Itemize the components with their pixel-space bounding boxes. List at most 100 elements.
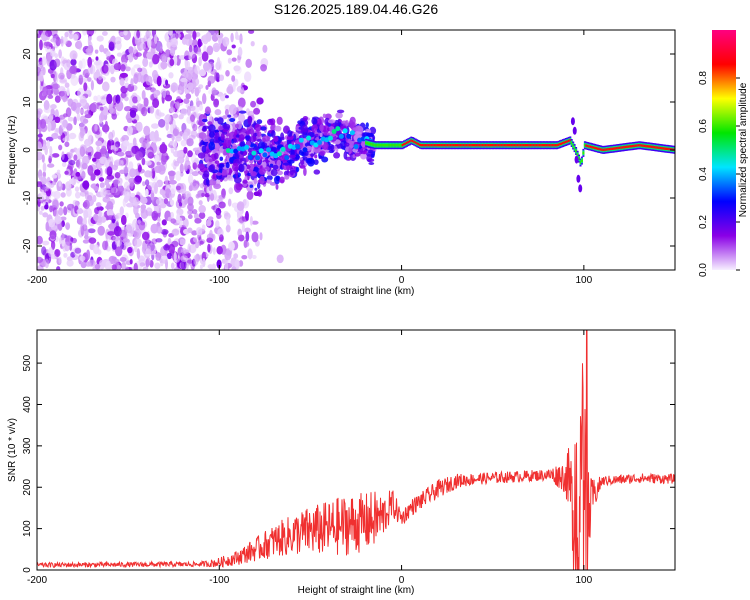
spectrogram-cell [662, 147, 665, 150]
spectrogram-cell [164, 175, 169, 185]
spectrogram-cell [158, 118, 166, 128]
spectrogram-cell [274, 125, 282, 132]
spectrogram-cell [39, 210, 43, 215]
spectrogram-cell [262, 161, 267, 168]
spectrogram-cell [387, 144, 389, 147]
spectrogram-cell [247, 154, 253, 160]
spectrogram-cell [260, 64, 267, 72]
spectrogram-cell [376, 144, 379, 147]
spectrogram-cell [37, 159, 40, 169]
spectrogram-cell [193, 254, 199, 266]
spectrogram-cell [220, 169, 228, 176]
spectrogram-cell [245, 135, 250, 141]
spectrogram-x-axis-label: Height of straight line (km) [298, 286, 415, 297]
spectrogram-cell [86, 30, 95, 37]
spectrogram-cell [229, 118, 236, 122]
spectrogram-cell [155, 198, 163, 206]
spectrogram-cell [199, 104, 203, 111]
spectrogram-cell [216, 32, 224, 39]
spectrogram-cell [94, 123, 98, 132]
spectrogram-cell [591, 145, 594, 149]
spectrogram-cell [82, 224, 88, 232]
spectrogram-cell [521, 144, 524, 147]
spectrogram-cell [81, 170, 86, 179]
spectrogram-cell [228, 104, 237, 115]
spectrogram-cell [126, 202, 134, 208]
spectrogram-cell [242, 151, 248, 156]
spectrogram-cell [133, 64, 141, 69]
spectrogram-cell [202, 257, 206, 268]
spectrogram-cell [46, 182, 51, 189]
spectrogram-cell [634, 144, 637, 147]
spectrogram-cell [86, 249, 91, 261]
spectrogram-cell [140, 221, 145, 226]
spectrogram-cell [368, 162, 375, 165]
spectrogram-cell [613, 147, 615, 150]
spectrogram-cell [116, 151, 125, 157]
spectrogram-cell [610, 147, 613, 151]
spectrogram-x-tick-label: 0 [399, 275, 405, 286]
spectrogram-cell [184, 79, 188, 90]
spectrogram-cell [70, 251, 76, 258]
spectrogram-cell [258, 141, 266, 150]
spectrogram-cell [454, 144, 457, 147]
spectrogram-cell [553, 144, 556, 147]
spectrogram-cell [175, 136, 182, 142]
spectrogram-cell [181, 192, 186, 200]
spectrogram-cell [576, 153, 579, 156]
spectrogram-cell [394, 144, 397, 147]
spectrogram-cell [237, 46, 243, 57]
spectrogram-cell [165, 122, 169, 131]
spectrogram-cell [106, 209, 114, 217]
spectrogram-cell [506, 144, 509, 147]
spectrogram-cell [427, 144, 430, 147]
spectrogram-cell [67, 207, 72, 213]
spectrogram-cell [401, 144, 404, 147]
spectrogram-cell [436, 144, 439, 147]
spectrogram-cell [462, 144, 465, 147]
spectrogram-cell [238, 218, 246, 225]
spectrogram-cell [94, 49, 99, 54]
spectrogram-cell [184, 165, 188, 172]
spectrogram-cell [233, 253, 239, 259]
spectrogram-cell [156, 109, 160, 116]
spectrogram-cell [60, 90, 69, 101]
spectrogram-cell [241, 223, 245, 233]
spectrogram-cell [152, 54, 160, 65]
spectrogram-cell [515, 144, 518, 147]
spectrogram-cell [372, 143, 375, 146]
spectrogram-cell [614, 147, 617, 150]
spectrogram-cell [82, 30, 88, 36]
spectrogram-cell [132, 137, 137, 147]
spectrogram-cell [313, 142, 319, 148]
spectrogram-cell [66, 259, 74, 267]
spectrogram-cell [353, 144, 359, 150]
spectrogram-cell [86, 147, 93, 153]
spectrogram-cell [238, 234, 245, 242]
spectrogram-cell [605, 148, 608, 151]
spectrogram-cell [66, 123, 73, 131]
spectrogram-cell [623, 146, 626, 149]
spectrogram-cell [50, 234, 56, 241]
spectrogram-cell [669, 148, 672, 151]
spectrogram-cell [39, 258, 47, 268]
spectrogram-cell [77, 158, 81, 169]
spectrogram-cell [49, 59, 57, 71]
spectrogram-cell [121, 54, 128, 64]
spectrogram-cell [209, 193, 215, 201]
spectrogram-cell [54, 95, 61, 103]
spectrogram-cell [105, 260, 112, 268]
spectrogram-cell [87, 56, 92, 68]
spectrogram-cell [540, 144, 543, 147]
spectrogram-cell [262, 135, 270, 142]
spectrogram-cell [239, 33, 243, 45]
spectrogram-cell [317, 140, 322, 145]
spectrogram-cell [79, 95, 87, 107]
spectrogram-cell [125, 266, 129, 270]
spectrogram-cell [195, 241, 200, 249]
spectrogram-cell [258, 148, 264, 154]
spectrogram-cell [169, 58, 175, 66]
spectrogram-cell [108, 131, 114, 141]
spectrogram-cell [235, 170, 239, 178]
